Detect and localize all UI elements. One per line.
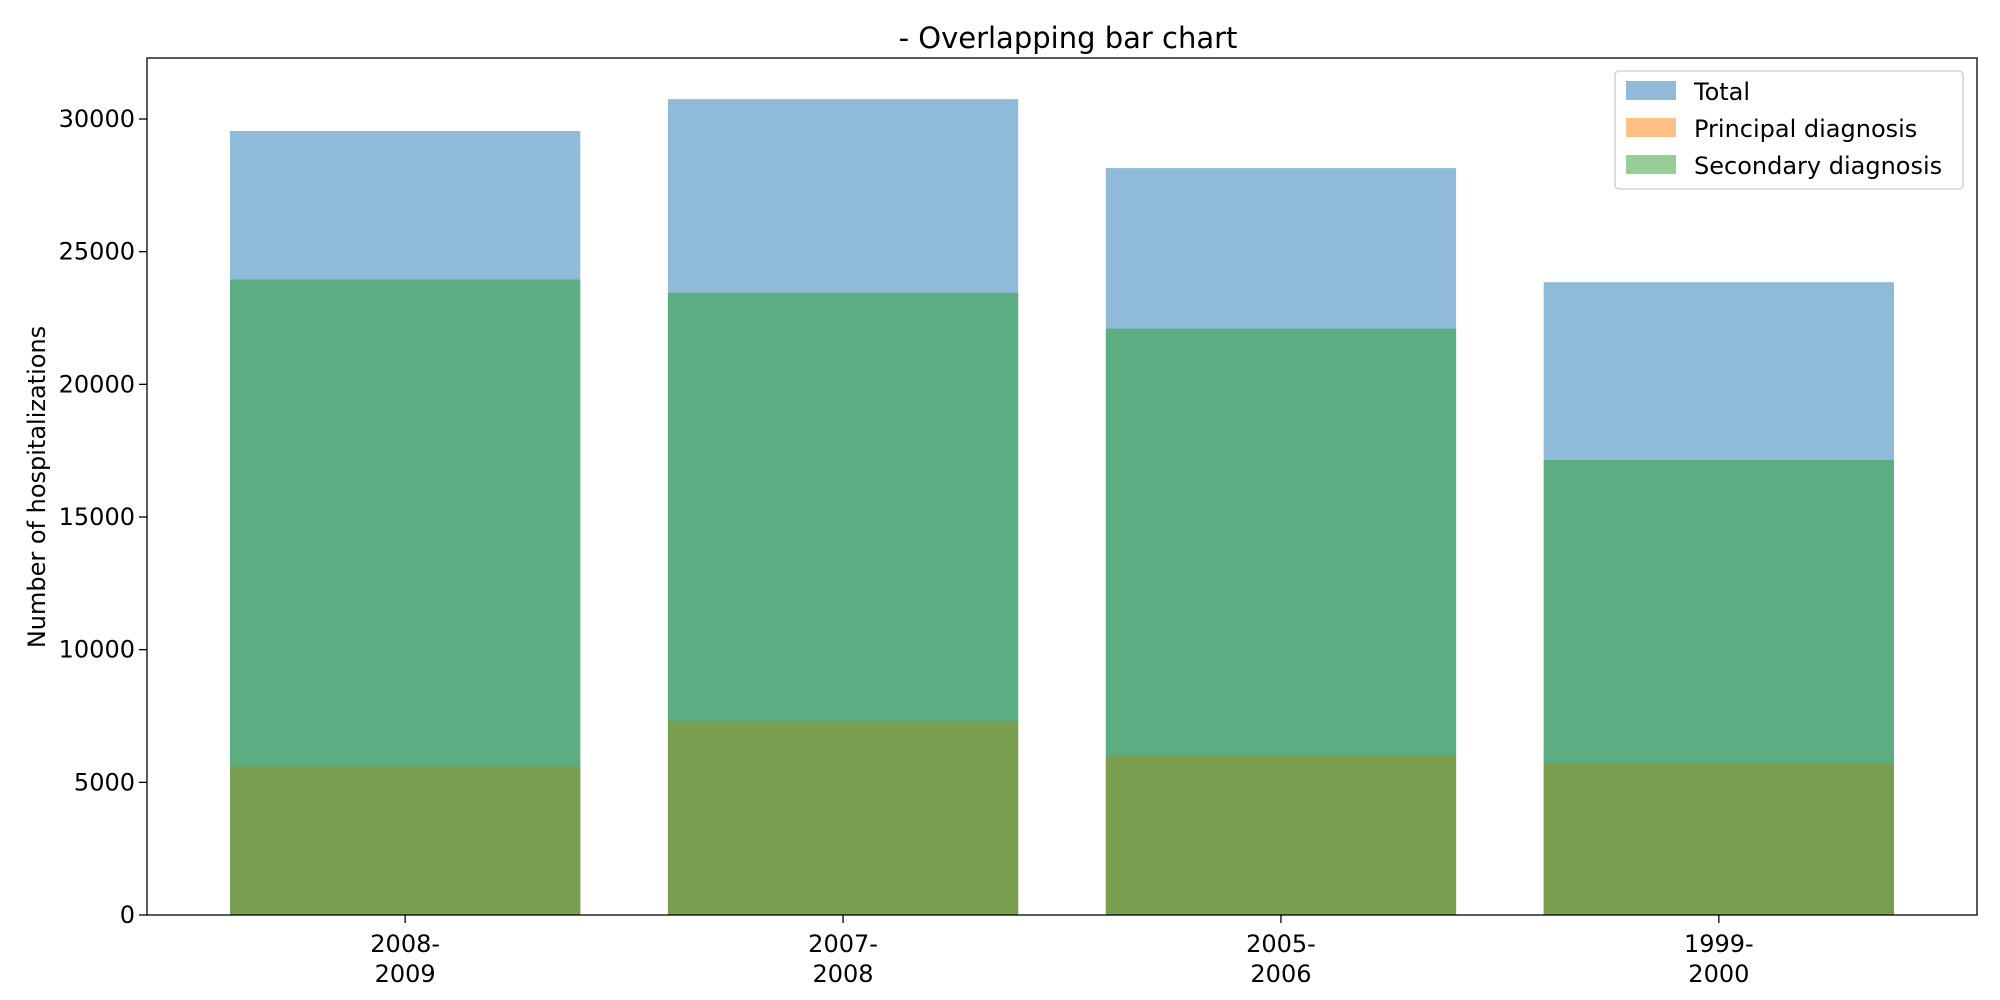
x-tick-label: 2007- — [808, 930, 878, 958]
y-axis-label: Number of hospitalizations — [23, 326, 51, 648]
y-axis-ticks: 0 5000 10000 15000 20000 25000 30000 — [59, 105, 147, 929]
legend-label-2: Secondary diagnosis — [1694, 152, 1942, 180]
y-tick-label: 10000 — [59, 636, 135, 664]
x-axis-ticks: 2008-2009 2007-2008 2005-2006 1999-2000 — [370, 915, 1754, 988]
legend-swatch-2 — [1626, 155, 1676, 174]
legend-box — [1614, 70, 1964, 190]
y-tick-label: 15000 — [59, 503, 135, 531]
y-tick-label: 0 — [120, 901, 135, 929]
legend-swatch-1 — [1626, 118, 1676, 137]
y-tick-label: 30000 — [59, 105, 135, 133]
bar-secondary-diagnosis-1 — [667, 292, 1019, 915]
bar-secondary-diagnosis-2 — [1105, 328, 1457, 915]
plot-frame — [146, 57, 1978, 916]
x-tick-label: 2008- — [370, 930, 440, 958]
x-tick-label: 2008 — [813, 960, 874, 988]
x-tick-label: 2000 — [1688, 960, 1749, 988]
x-tick-label: 2005- — [1246, 930, 1316, 958]
x-tick-label: 2009 — [375, 960, 436, 988]
legend-label-1: Principal diagnosis — [1694, 115, 1917, 143]
x-tick-label: 2006 — [1250, 960, 1311, 988]
bar-secondary-diagnosis-3 — [1543, 459, 1894, 915]
bars-layer — [230, 99, 1894, 916]
chart-title: - Overlapping bar chart — [899, 21, 1238, 55]
y-tick-label: 25000 — [59, 238, 135, 266]
y-tick-label: 5000 — [74, 768, 135, 796]
legend-swatch-0 — [1626, 81, 1676, 100]
legend: Total Principal diagnosis Secondary diagno… — [1614, 70, 1964, 190]
y-tick-label: 20000 — [59, 370, 135, 398]
bar-secondary-diagnosis-0 — [230, 279, 581, 915]
legend-label-0: Total — [1693, 78, 1750, 106]
x-tick-label: 1999- — [1684, 930, 1754, 958]
